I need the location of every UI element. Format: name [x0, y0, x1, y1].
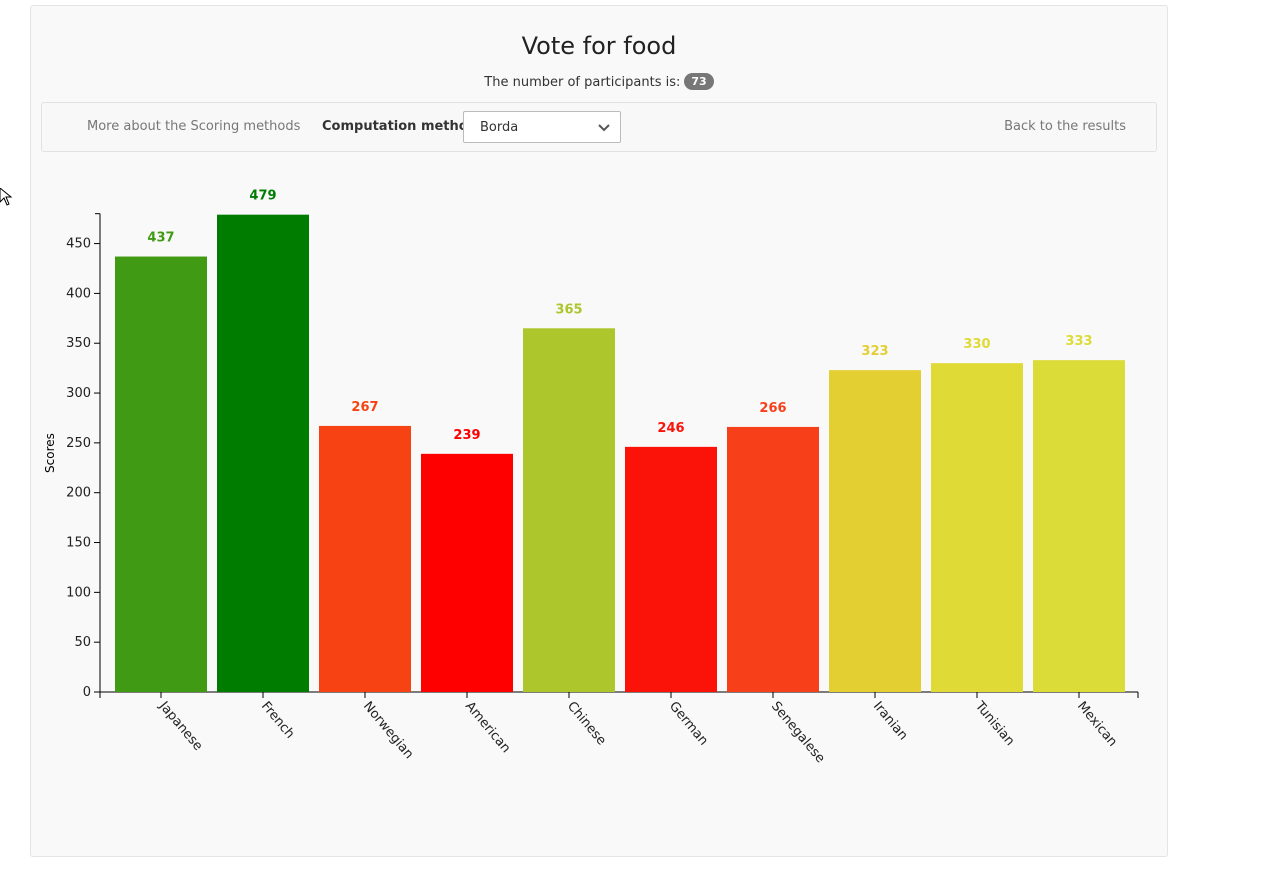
computation-method-select[interactable]: Borda	[463, 111, 621, 143]
bar	[931, 363, 1023, 692]
x-tick-label: German	[666, 699, 711, 749]
participants-count-badge: 73	[684, 73, 714, 90]
y-tick-label: 50	[74, 635, 91, 650]
y-tick-label: 250	[66, 436, 91, 451]
x-tick-label: Japanese	[155, 698, 205, 754]
bar	[217, 214, 309, 692]
y-tick-label: 300	[66, 386, 91, 401]
bar-value-label: 330	[963, 337, 990, 352]
scoring-methods-link[interactable]: More about the Scoring methods	[87, 119, 301, 134]
x-tick-label: Norwegian	[360, 699, 416, 762]
y-tick-label: 0	[83, 685, 91, 700]
y-tick-label: 350	[66, 336, 91, 351]
y-axis-label: Scores	[43, 433, 57, 473]
computation-method-value: Borda	[480, 120, 519, 135]
bar	[1033, 360, 1125, 692]
x-tick-label: French	[258, 699, 297, 742]
bar-value-label: 246	[657, 421, 684, 436]
bar-value-label: 437	[147, 231, 174, 246]
x-tick-label: Senegalese	[768, 699, 828, 766]
x-tick-label: American	[462, 699, 513, 756]
bar-value-label: 479	[249, 189, 276, 204]
toolbar: More about the Scoring methods Computati…	[41, 102, 1157, 152]
y-tick-label: 200	[66, 486, 91, 501]
bar	[829, 370, 921, 692]
bar	[115, 256, 207, 692]
back-to-results-link[interactable]: Back to the results	[1004, 119, 1126, 134]
chevron-down-icon	[598, 124, 610, 132]
participants-label: The number of participants is:	[484, 75, 681, 90]
bar	[523, 328, 615, 692]
bar-value-label: 323	[861, 344, 888, 359]
x-tick-label: Mexican	[1074, 699, 1120, 750]
bar-value-label: 365	[555, 302, 582, 317]
y-tick-label: 100	[66, 585, 91, 600]
mouse-pointer-icon	[0, 188, 12, 206]
x-tick-label: Chinese	[564, 699, 609, 748]
bar	[625, 446, 717, 692]
x-tick-label: Tunisian	[971, 698, 1017, 749]
y-tick-label: 400	[66, 286, 91, 301]
bar-value-label: 266	[759, 401, 786, 416]
x-tick-label: Iranian	[870, 699, 911, 743]
bar-value-label: 239	[453, 428, 480, 443]
computation-method-label: Computation method:	[322, 119, 483, 134]
bar-value-label: 267	[351, 400, 378, 415]
bar-value-label: 333	[1065, 334, 1092, 349]
participants-line: The number of participants is: 73	[31, 73, 1167, 90]
bar	[319, 425, 411, 692]
y-tick-label: 450	[66, 237, 91, 252]
y-tick-label: 150	[66, 536, 91, 551]
bar	[727, 426, 819, 692]
bar	[421, 453, 513, 692]
page-title: Vote for food	[521, 32, 677, 60]
